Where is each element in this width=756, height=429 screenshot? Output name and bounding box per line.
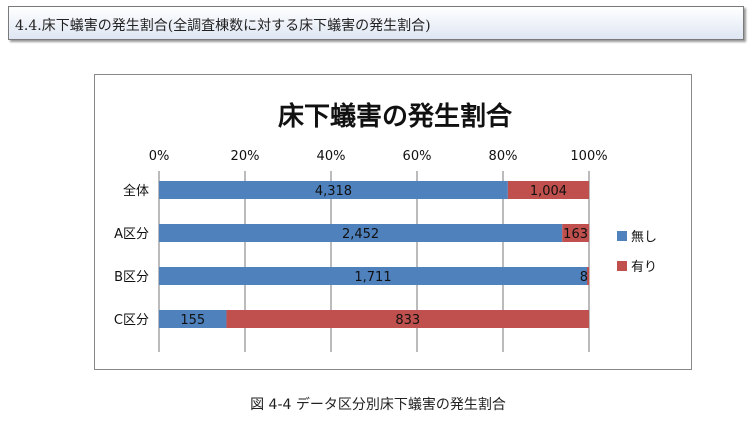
data-label-none: 1,711: [354, 270, 391, 285]
x-tick-label: 80%: [489, 149, 518, 164]
bar-none: [159, 181, 508, 199]
bar-present: [586, 267, 589, 285]
section-title: 4.4.床下蟻害の発生割合(全調査棟数に対する床下蟻害の発生割合): [15, 18, 431, 34]
legend-swatch: [617, 261, 627, 271]
category-label: 全体: [123, 183, 149, 199]
data-label-present: 833: [395, 313, 420, 328]
category-label: B区分: [114, 270, 149, 285]
bar-present: [507, 181, 589, 199]
data-label-present: 8: [580, 270, 588, 285]
bar-none: [159, 267, 587, 285]
x-tick-label: 40%: [317, 149, 346, 164]
section-header: 4.4.床下蟻害の発生割合(全調査棟数に対する床下蟻害の発生割合): [8, 6, 744, 40]
legend-label: 無し: [631, 230, 657, 245]
legend-label: 有り: [631, 260, 657, 275]
category-label: C区分: [114, 313, 149, 328]
x-tick-label: 100%: [570, 149, 607, 164]
category-label: A区分: [114, 227, 149, 242]
bar-none: [159, 310, 227, 328]
bar-present: [226, 310, 589, 328]
bar-present: [562, 224, 589, 242]
bar-chart: 床下蟻害の発生割合 0% 20% 40% 60% 80% 100% 全体 4,318 1,004…: [114, 101, 657, 352]
plot-area: 0% 20% 40% 60% 80% 100% 全体 4,318 1,004 A区分 2,452 16…: [114, 149, 657, 352]
bar-none: [159, 224, 563, 242]
chart-title: 床下蟻害の発生割合: [278, 101, 513, 132]
chart-frame: 床下蟻害の発生割合 0% 20% 40% 60% 80% 100% 全体 4,318 1,004…: [94, 74, 692, 370]
x-tick-label: 60%: [403, 149, 432, 164]
data-label-none: 2,452: [342, 227, 379, 242]
data-label-none: 155: [180, 313, 205, 328]
x-tick-label: 0%: [149, 149, 170, 164]
x-tick-label: 20%: [231, 149, 260, 164]
data-label-none: 4,318: [315, 184, 352, 199]
data-label-present: 1,004: [530, 184, 567, 199]
legend-swatch: [617, 231, 627, 241]
data-label-present: 163: [563, 227, 588, 242]
figure-caption: 図 4-4 データ区分別床下蟻害の発生割合: [250, 397, 506, 413]
